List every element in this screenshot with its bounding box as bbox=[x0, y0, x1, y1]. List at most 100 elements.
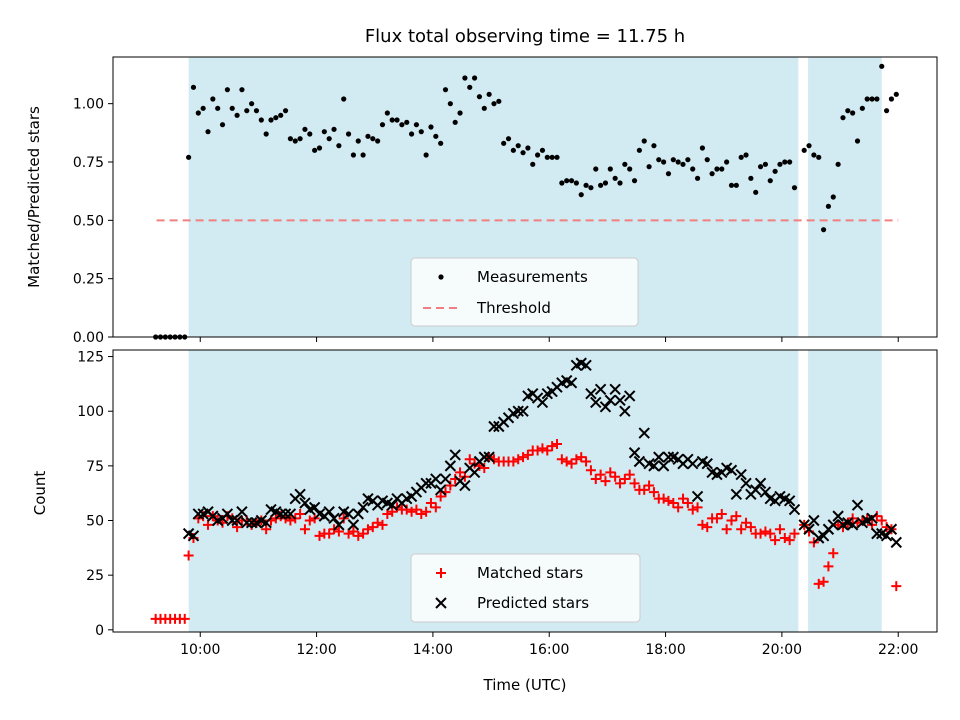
measurement-point bbox=[525, 145, 531, 151]
measurement-point bbox=[719, 166, 725, 172]
measurement-point bbox=[404, 119, 410, 125]
matched-star-point bbox=[551, 439, 562, 449]
y-tick-label: 100 bbox=[77, 404, 104, 420]
matched-star-point bbox=[532, 445, 543, 456]
matched-star-point bbox=[745, 522, 756, 533]
legend-label-matched: Matched stars bbox=[477, 564, 583, 582]
measurement-point bbox=[302, 126, 308, 132]
matched-star-point bbox=[314, 530, 325, 541]
legend-predicted-marker bbox=[435, 597, 447, 609]
measurement-point bbox=[535, 152, 541, 158]
predicted-star-point bbox=[308, 501, 321, 514]
measurement-point bbox=[564, 178, 570, 184]
predicted-star-point bbox=[284, 508, 297, 520]
measurement-point bbox=[510, 147, 516, 153]
predicted-star-point bbox=[754, 477, 767, 490]
matched-star-point bbox=[295, 508, 306, 519]
predicted-star-point bbox=[323, 506, 335, 518]
matched-star-point bbox=[513, 454, 524, 465]
matched-star-point bbox=[425, 498, 436, 509]
matched-star-point bbox=[610, 471, 621, 482]
measurement-point bbox=[641, 138, 647, 144]
predicted-star-point bbox=[687, 457, 699, 470]
measurement-point bbox=[816, 154, 822, 160]
measurement-point bbox=[278, 112, 284, 118]
predicted-star-point bbox=[459, 479, 471, 492]
chart-title: Flux total observing time = 11.75 h bbox=[365, 26, 685, 47]
measurement-point bbox=[830, 194, 836, 200]
legend-box bbox=[410, 257, 639, 327]
predicted-star-point bbox=[434, 484, 447, 496]
predicted-star-point bbox=[565, 377, 578, 389]
predicted-star-point bbox=[226, 514, 238, 527]
measurement-point bbox=[854, 138, 861, 144]
matched-star-point bbox=[828, 548, 839, 559]
measurement-point bbox=[602, 180, 609, 186]
matched-star-point bbox=[711, 513, 722, 524]
predicted-star-point bbox=[517, 405, 529, 417]
predicted-star-point bbox=[488, 420, 500, 433]
measurement-point bbox=[438, 140, 444, 146]
predicted-star-point bbox=[599, 401, 612, 413]
matched-star-point bbox=[595, 469, 606, 480]
matched-star-point bbox=[547, 441, 558, 452]
measurement-point bbox=[287, 136, 294, 142]
predicted-star-point bbox=[294, 488, 306, 500]
matched-star-point bbox=[362, 524, 373, 535]
matched-star-point bbox=[692, 502, 703, 513]
measurement-point bbox=[365, 133, 371, 139]
matched-star-point bbox=[678, 493, 689, 504]
measurement-point bbox=[219, 122, 226, 128]
measurement-point bbox=[704, 157, 710, 163]
matched-star-point bbox=[183, 550, 194, 561]
measurement-point bbox=[820, 227, 827, 233]
measurement-point bbox=[515, 143, 521, 149]
measurement-point bbox=[617, 180, 623, 186]
matched-star-point bbox=[823, 561, 834, 572]
measurement-point bbox=[360, 152, 366, 158]
matched-star-point bbox=[673, 502, 684, 513]
x-tick-label: 14:00 bbox=[413, 642, 453, 658]
predicted-star-point bbox=[750, 484, 762, 496]
x-axis-label: Time (UTC) bbox=[483, 676, 567, 694]
matched-star-point bbox=[663, 495, 674, 506]
predicted-star-point bbox=[628, 447, 641, 459]
predicted-star-point bbox=[725, 464, 738, 476]
measurement-point bbox=[627, 166, 633, 172]
measurement-point bbox=[457, 110, 463, 116]
measurement-point bbox=[685, 157, 691, 163]
predicted-star-point bbox=[275, 508, 287, 520]
measurement-point bbox=[544, 154, 550, 160]
measurement-point bbox=[249, 101, 255, 107]
matched-star-point bbox=[770, 535, 781, 546]
measurement-point bbox=[481, 105, 487, 111]
predicted-star-point bbox=[871, 527, 883, 540]
x-tick-label: 20:00 bbox=[762, 642, 802, 658]
measurement-point bbox=[888, 96, 895, 102]
measurement-point bbox=[874, 96, 880, 102]
predicted-star-point bbox=[328, 512, 340, 525]
measurement-point bbox=[186, 154, 192, 160]
measurement-point bbox=[462, 75, 468, 81]
matched-star-point bbox=[818, 576, 829, 587]
matched-star-point bbox=[324, 528, 335, 539]
matched-star-point bbox=[736, 524, 747, 535]
predicted-star-point bbox=[851, 499, 864, 511]
matched-star-point bbox=[726, 515, 737, 526]
predicted-star-point bbox=[420, 477, 432, 490]
matched-star-point bbox=[556, 454, 567, 465]
predicted-star-point bbox=[449, 449, 461, 461]
predicted-star-point bbox=[648, 460, 660, 472]
measurement-point bbox=[273, 115, 279, 121]
measurement-point bbox=[215, 105, 221, 111]
y-tick-label: 50 bbox=[86, 514, 104, 530]
measurement-point bbox=[598, 182, 604, 188]
predicted-star-point bbox=[439, 473, 452, 485]
measurement-point bbox=[622, 161, 628, 167]
predicted-star-point bbox=[609, 383, 621, 396]
measurement-point bbox=[840, 115, 846, 121]
measurement-point bbox=[408, 131, 415, 137]
measurement-point bbox=[350, 152, 357, 158]
predicted-star-point bbox=[352, 508, 364, 520]
matched-star-point bbox=[561, 456, 572, 467]
